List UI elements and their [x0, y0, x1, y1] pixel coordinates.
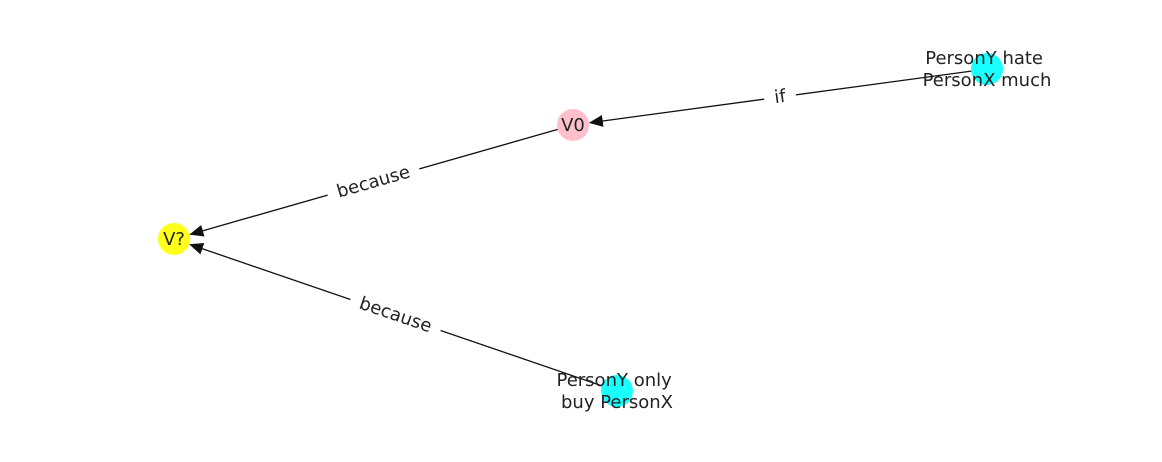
edge-n1-v0: if [588, 68, 988, 127]
edge-label-because-upper: because [334, 162, 412, 203]
edge-label-bg-because-lower [347, 289, 444, 341]
node-label-line: PersonY hate [925, 48, 1043, 69]
node-circle-persony-hate [971, 53, 1003, 85]
node-vq: V? [158, 223, 190, 255]
node-label-line: V? [163, 229, 185, 250]
edge-label-if: if [773, 86, 788, 108]
node-label-persony-only: PersonY only buy PersonX [556, 370, 677, 413]
edge-label-because-lower: because [356, 293, 434, 337]
node-label-line: PersonX much [923, 70, 1052, 91]
node-circle-vq [158, 223, 190, 255]
node-persony-only: PersonY only buy PersonX [556, 370, 677, 413]
edge-label-bg-if [762, 84, 798, 110]
node-circle-persony-only [601, 375, 633, 407]
edge-label-bg-because-upper [324, 158, 423, 206]
edge-n2-vq: because [189, 243, 618, 392]
node-circle-v0 [557, 109, 589, 141]
node-persony-hate: PersonY hate PersonX much [923, 48, 1052, 91]
node-label-persony-hate: PersonY hate PersonX much [923, 48, 1052, 91]
node-label-vq: V? [163, 229, 185, 250]
node-label-v0: V0 [561, 115, 585, 136]
node-v0: V0 [557, 109, 589, 141]
node-label-line: PersonY only [556, 370, 672, 391]
node-label-line: V0 [561, 115, 585, 136]
edge-v0-vq: because [189, 124, 574, 237]
node-label-line: buy PersonX [561, 392, 673, 413]
